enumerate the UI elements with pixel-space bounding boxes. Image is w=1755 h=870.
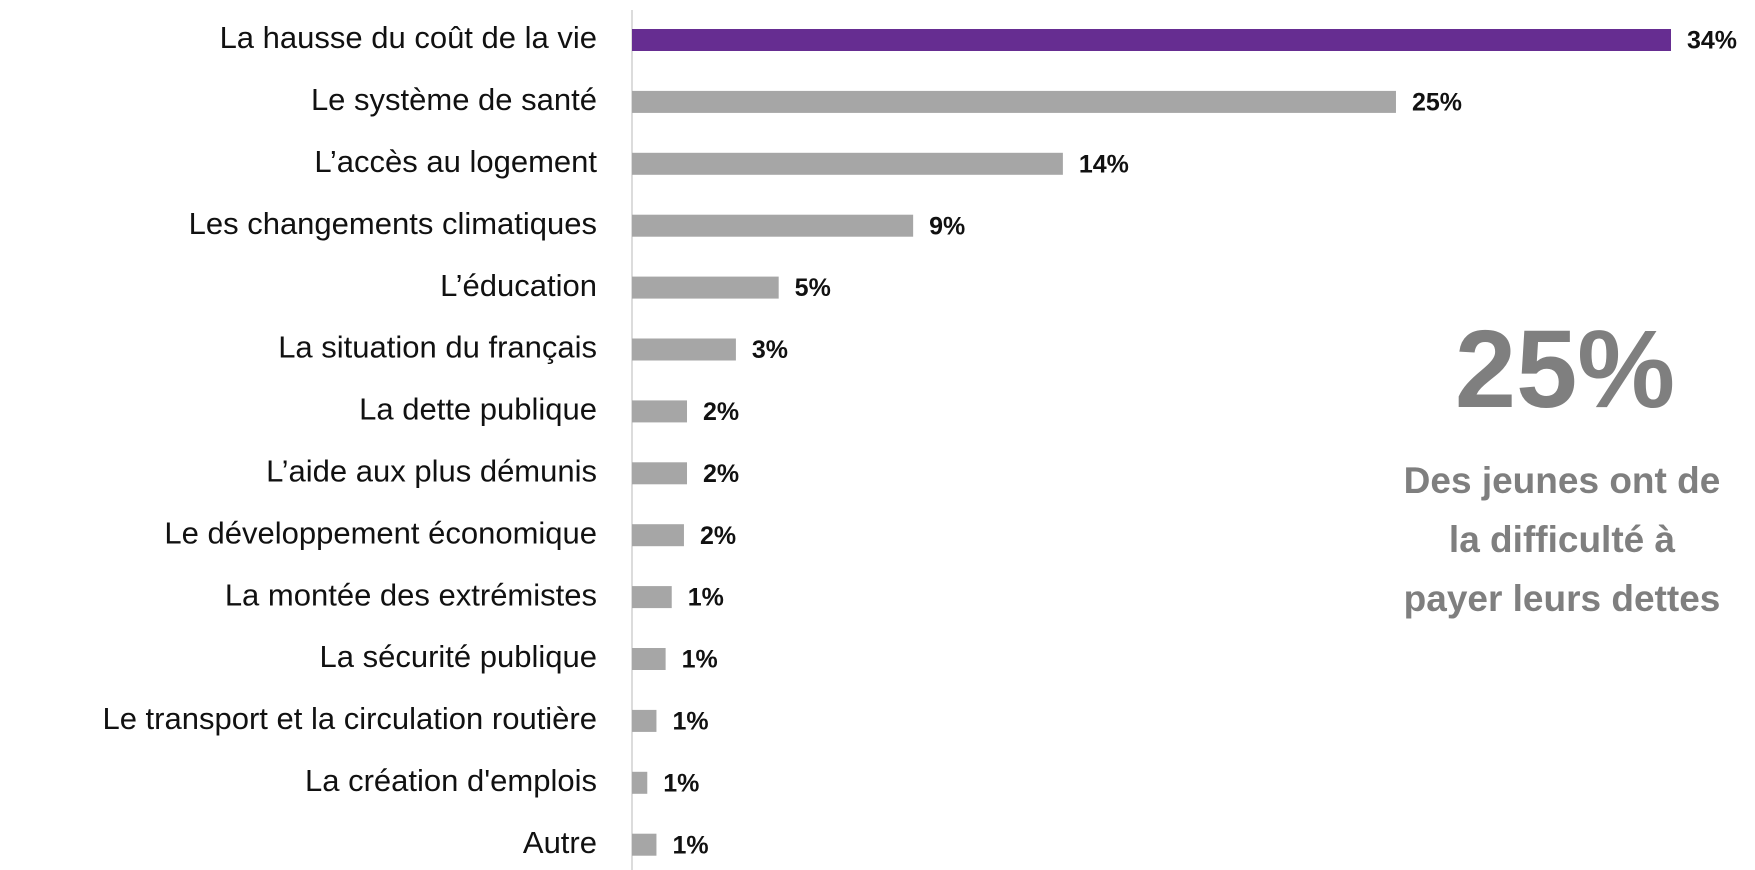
value-label: 14% <box>1079 150 1129 178</box>
bar <box>632 709 657 732</box>
category-label: Les changements climatiques <box>189 206 597 241</box>
value-label: 9% <box>929 212 965 240</box>
annotation-line: la difficulté à <box>1449 519 1676 560</box>
bar <box>632 771 648 794</box>
category-label: Le développement économique <box>164 515 597 550</box>
value-label: 1% <box>682 646 718 674</box>
value-label: 34% <box>1687 27 1737 55</box>
bar <box>632 648 666 670</box>
category-label: La création d'emplois <box>305 763 597 798</box>
bar <box>632 524 684 547</box>
bar <box>632 152 1063 175</box>
category-label: La dette publique <box>359 392 597 427</box>
bar <box>632 586 672 609</box>
value-label: 1% <box>672 831 708 859</box>
headline: 25% <box>1455 308 1675 431</box>
value-label: 2% <box>700 522 736 550</box>
value-label: 2% <box>703 460 739 488</box>
value-label: 3% <box>752 336 788 364</box>
category-label: La montée des extrémistes <box>225 577 597 612</box>
value-label: 5% <box>795 274 831 302</box>
bar <box>632 400 688 423</box>
category-label: Le système de santé <box>311 82 597 117</box>
value-label: 1% <box>688 584 724 612</box>
value-label: 1% <box>672 708 708 736</box>
bar <box>632 29 1671 51</box>
bar <box>632 90 1396 113</box>
category-label: Le transport et la circulation routière <box>102 701 597 736</box>
bar <box>632 338 736 361</box>
category-label: La situation du français <box>278 330 597 365</box>
bar <box>632 214 914 237</box>
category-label: L’accès au logement <box>314 144 597 179</box>
value-label: 1% <box>663 769 699 797</box>
category-label: L’éducation <box>440 268 597 303</box>
annotation-line: Des jeunes ont de <box>1404 460 1721 501</box>
category-label: La hausse du coût de la vie <box>220 20 597 55</box>
category-label: Autre <box>523 825 597 860</box>
bar <box>632 276 779 299</box>
value-label: 25% <box>1412 89 1462 117</box>
category-label: La sécurité publique <box>320 639 597 674</box>
category-label: L’aide aux plus démunis <box>266 453 597 488</box>
bar <box>632 462 688 485</box>
bar <box>632 833 657 856</box>
annotation-line: payer leurs dettes <box>1404 578 1721 619</box>
value-label: 2% <box>703 398 739 426</box>
